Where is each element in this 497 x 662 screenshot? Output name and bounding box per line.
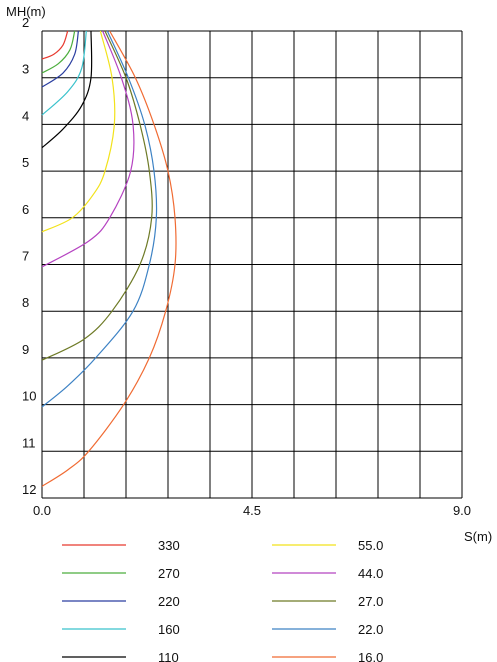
legend-label: 220	[158, 594, 180, 609]
y-tick-label: 4	[22, 108, 29, 123]
legend: 330 270 220 160 110 55.0 44.0 27.0 22.0 16.0	[62, 538, 383, 662]
y-tick-labels: 2 3 4 5 6 7 8 9 10 11 12	[22, 15, 36, 497]
legend-label: 22.0	[358, 622, 383, 637]
y-axis-label: MH(m)	[6, 4, 46, 19]
x-tick-label: 9.0	[453, 503, 471, 518]
series-curve-16.0	[41, 30, 177, 487]
legend-label: 16.0	[358, 650, 383, 662]
curves	[41, 30, 177, 487]
y-tick-label: 10	[22, 389, 36, 404]
y-tick-label: 11	[22, 435, 36, 450]
x-axis-label: S(m)	[464, 529, 492, 544]
y-tick-label: 2	[22, 15, 29, 30]
y-tick-label: 3	[22, 62, 29, 77]
legend-label: 27.0	[358, 594, 383, 609]
y-tick-label: 12	[22, 482, 36, 497]
y-tick-label: 8	[22, 295, 29, 310]
legend-label: 55.0	[358, 538, 383, 553]
legend-label: 330	[158, 538, 180, 553]
series-curve-27.0	[41, 30, 153, 361]
legend-label: 270	[158, 566, 180, 581]
series-curve-270	[41, 30, 76, 74]
series-curve-110	[41, 30, 93, 149]
series-curve-330	[41, 30, 69, 60]
legend-label: 160	[158, 622, 180, 637]
series-curve-220	[41, 30, 79, 88]
y-tick-label: 5	[22, 155, 29, 170]
series-curve-160	[41, 30, 87, 116]
y-tick-label: 6	[22, 202, 29, 217]
legend-label: 44.0	[358, 566, 383, 581]
x-tick-label: 0.0	[33, 503, 51, 518]
series-curve-22.0	[41, 30, 158, 408]
series-curve-44.0	[41, 30, 135, 268]
grid	[41, 30, 463, 499]
x-tick-labels: 0.0 4.5 9.0	[33, 503, 471, 518]
y-tick-label: 9	[22, 342, 29, 357]
series-curve-55.0	[41, 30, 116, 233]
x-tick-label: 4.5	[243, 503, 261, 518]
legend-label: 110	[158, 650, 179, 662]
y-tick-label: 7	[22, 249, 29, 264]
